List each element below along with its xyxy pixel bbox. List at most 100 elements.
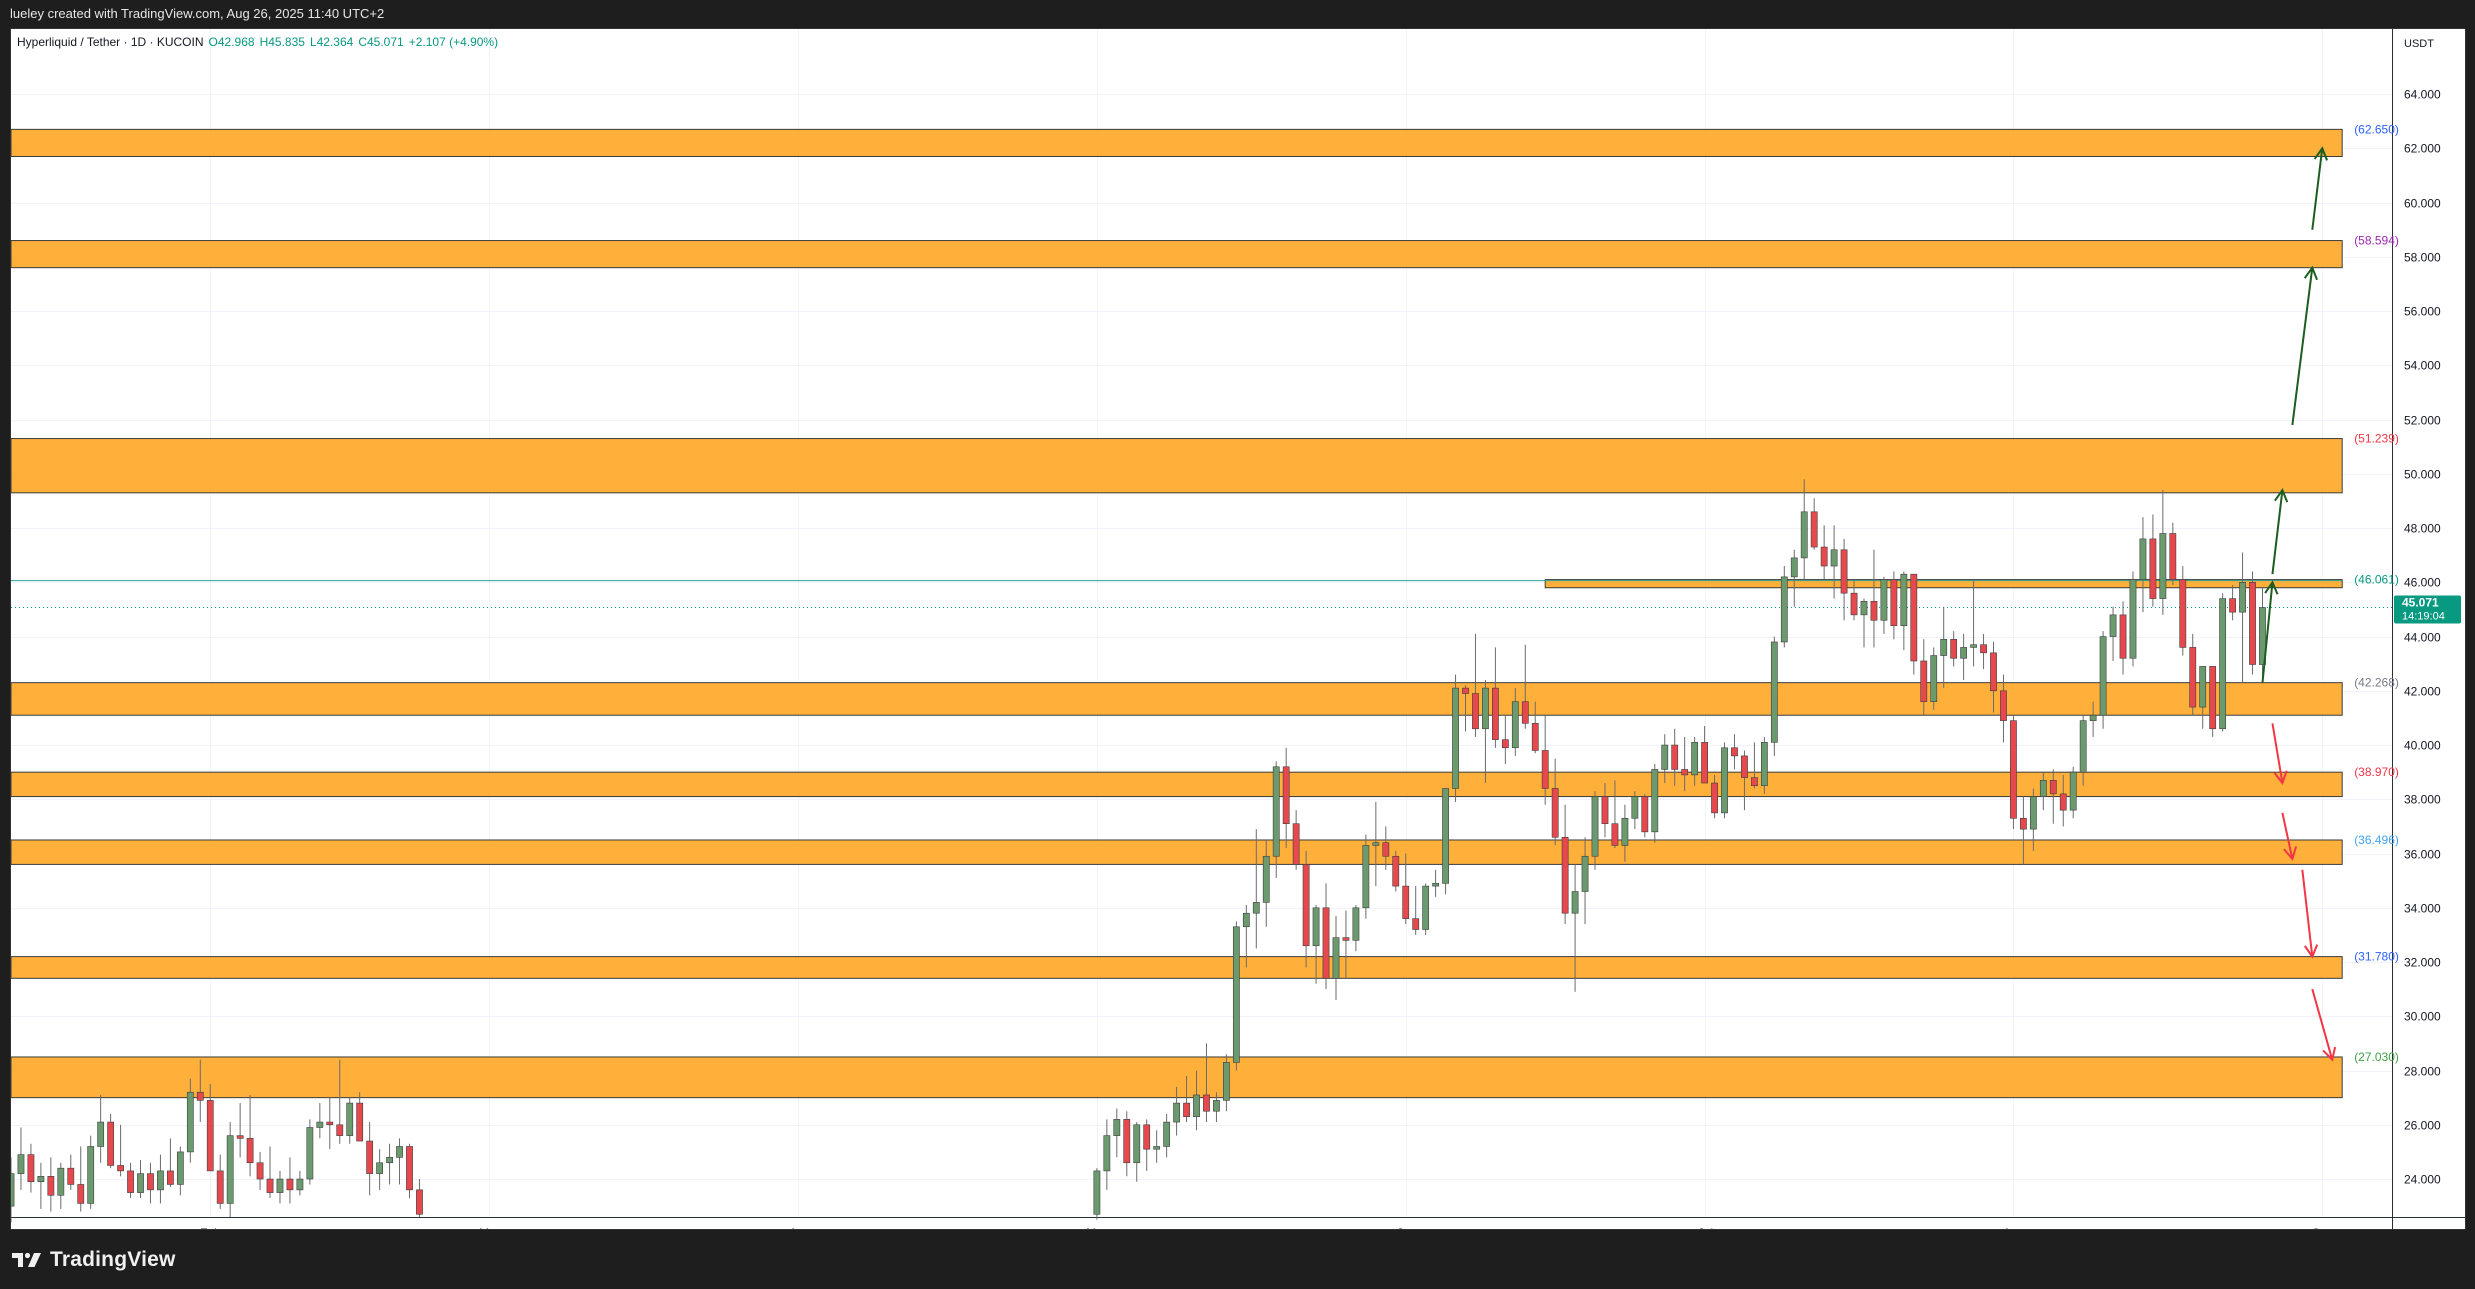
projection-arrow-line [2291, 267, 2314, 426]
candle-body [2179, 579, 2187, 648]
time-tick-label: Jun [1397, 1226, 1416, 1229]
ohlc-close: C45.071 [358, 35, 404, 49]
candle-body [1741, 755, 1748, 778]
candle-body [137, 1173, 144, 1193]
candle-body [1701, 742, 1708, 784]
candle-body [1392, 855, 1400, 887]
candle-body [1900, 573, 1908, 627]
candle-body [276, 1178, 284, 1193]
time-tick-label: Sep [2312, 1226, 2334, 1229]
candle-body [396, 1146, 403, 1158]
candle-body [97, 1121, 105, 1147]
candle-body [1342, 937, 1350, 941]
candle-body [1910, 573, 1918, 662]
support-resistance-zone [11, 771, 2343, 798]
candle-body [1561, 836, 1569, 914]
candle-body [386, 1157, 393, 1164]
candle-body [1531, 723, 1539, 751]
candle-body [216, 1170, 224, 1204]
candle-body [1751, 777, 1758, 787]
candlestick-chart[interactable]: 24.000 26.000 28.000 30.000 32.000 34.000 36.0… [11, 29, 2465, 1229]
candle-body [1521, 701, 1529, 724]
price-tick-label: 36.000 [2404, 848, 2441, 862]
candle-body [1332, 937, 1340, 979]
candle-body [356, 1102, 364, 1142]
candle-body [87, 1146, 95, 1204]
candle-body [1123, 1119, 1131, 1164]
projection-arrow-head [2264, 580, 2279, 595]
candle-body [266, 1178, 274, 1193]
price-tick-label: 60.000 [2404, 197, 2441, 211]
candle-body [1950, 638, 1958, 659]
candle-body [2149, 538, 2157, 599]
zone-price-label: (51.239) [2354, 432, 2399, 446]
candle-body [1213, 1100, 1220, 1112]
projection-arrow-line [2311, 988, 2334, 1060]
price-tick-label: 26.000 [2404, 1119, 2441, 1133]
candle-body [67, 1167, 75, 1185]
support-resistance-zone [11, 839, 2343, 865]
candle-body [1760, 742, 1768, 787]
symbol-name[interactable]: Hyperliquid / Tether · 1D · KUCOIN [17, 35, 204, 49]
candle-body [2059, 793, 2067, 811]
tradingview-logo-icon [12, 1252, 41, 1267]
price-axis-panel [2392, 29, 2465, 1229]
candle-body [1412, 918, 1420, 930]
chart-frame[interactable]: 24.000 26.000 28.000 30.000 32.000 34.000 36.0… [10, 28, 2466, 1230]
candle-body [1631, 796, 1639, 819]
candle-body [27, 1154, 35, 1183]
candle-body [2139, 538, 2147, 580]
candle-body [1242, 912, 1250, 928]
tradingview-brand: TradingView [50, 1248, 176, 1271]
candle-body [1352, 907, 1360, 941]
candle-body [1093, 1170, 1101, 1215]
projection-arrow-line [2261, 582, 2274, 683]
projection-arrow-head [2322, 1046, 2337, 1062]
candle-body [2159, 533, 2167, 599]
zone-price-label: (42.268) [2354, 676, 2399, 690]
candle-body [1462, 687, 1469, 694]
candle-body [416, 1189, 423, 1215]
candle-body [1671, 744, 1679, 770]
candle-body [2109, 614, 2117, 637]
projection-arrow-head [2274, 488, 2289, 503]
time-tick-label: Feb [200, 1226, 221, 1229]
candle-body [1571, 891, 1579, 914]
candle-body [2209, 666, 2217, 730]
candle-body [1691, 742, 1699, 776]
projection-arrow-line [2311, 148, 2324, 230]
candle-body [1541, 750, 1549, 789]
candle-body [336, 1124, 344, 1136]
price-tick-label: 34.000 [2404, 902, 2441, 916]
zone-price-label: (36.496) [2354, 833, 2399, 847]
support-resistance-zone [11, 240, 2343, 269]
time-tick-label: Mar [479, 1226, 500, 1229]
zone-price-label: (31.780) [2354, 950, 2399, 964]
ohlc-open: O42.968 [208, 35, 255, 49]
candle-body [236, 1135, 244, 1139]
candle-body [1143, 1124, 1151, 1150]
candle-body [1292, 823, 1300, 865]
candle-body [1960, 647, 1968, 659]
current-price-value: 45.071 [2402, 596, 2439, 610]
candle-body [1860, 601, 1868, 616]
candle-body [366, 1140, 374, 1174]
candle-body [2259, 607, 2266, 665]
tradingview-footer[interactable]: TradingView [12, 1245, 176, 1275]
candle-body [1621, 817, 1629, 846]
candle-body [2119, 614, 2127, 659]
candle-body [2189, 647, 2197, 708]
price-tick-label: 48.000 [2404, 522, 2441, 536]
candle-body [1362, 845, 1370, 909]
candle-body [167, 1170, 174, 1185]
candle-body [1113, 1119, 1121, 1136]
candle-body [1193, 1094, 1200, 1117]
time-tick-label: Aug [2003, 1226, 2024, 1229]
candle-body [1103, 1135, 1111, 1172]
candle-body [1432, 883, 1440, 887]
candle-body [1820, 546, 1828, 567]
candle-body [2049, 780, 2057, 795]
candle-body [1492, 687, 1499, 740]
price-tick-label: 32.000 [2404, 956, 2441, 970]
projection-arrow-head [2303, 944, 2319, 959]
